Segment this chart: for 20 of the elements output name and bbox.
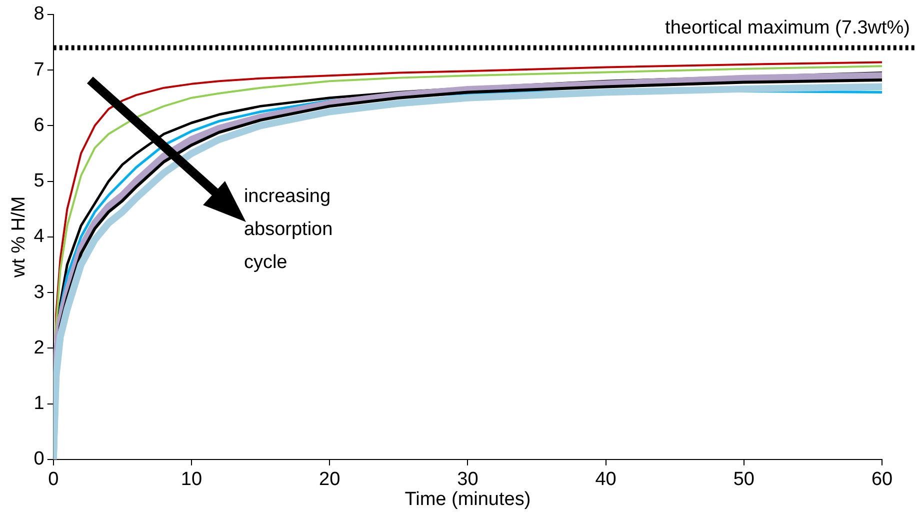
x-tick-label: 30 <box>457 469 478 490</box>
ref-line-label: theortical maximum (7.3wt%) <box>665 18 910 39</box>
annotation: increasing absorption cycle <box>244 186 333 274</box>
y-tick-label: 1 <box>34 393 44 414</box>
x-tick-label: 10 <box>180 469 202 490</box>
x-axis-title: Time (minutes) <box>404 488 531 510</box>
y-axis-title: wt % H/M <box>8 196 30 279</box>
y-tick-label: 3 <box>34 282 44 303</box>
y-tick-label: 0 <box>34 448 44 470</box>
y-tick-label: 6 <box>34 114 44 136</box>
y-tick-label: 5 <box>34 170 44 192</box>
x-tick-label: 60 <box>871 469 893 490</box>
y-tick-label: 4 <box>34 226 45 248</box>
x-tick-label: 40 <box>595 469 616 490</box>
y-tick-label: 2 <box>34 337 44 358</box>
x-tick-label: 0 <box>48 469 59 490</box>
y-tick-label: 8 <box>34 4 44 25</box>
x-tick-label: 20 <box>319 469 340 490</box>
y-tick-label: 7 <box>34 59 44 80</box>
x-tick-label: 50 <box>733 469 754 490</box>
